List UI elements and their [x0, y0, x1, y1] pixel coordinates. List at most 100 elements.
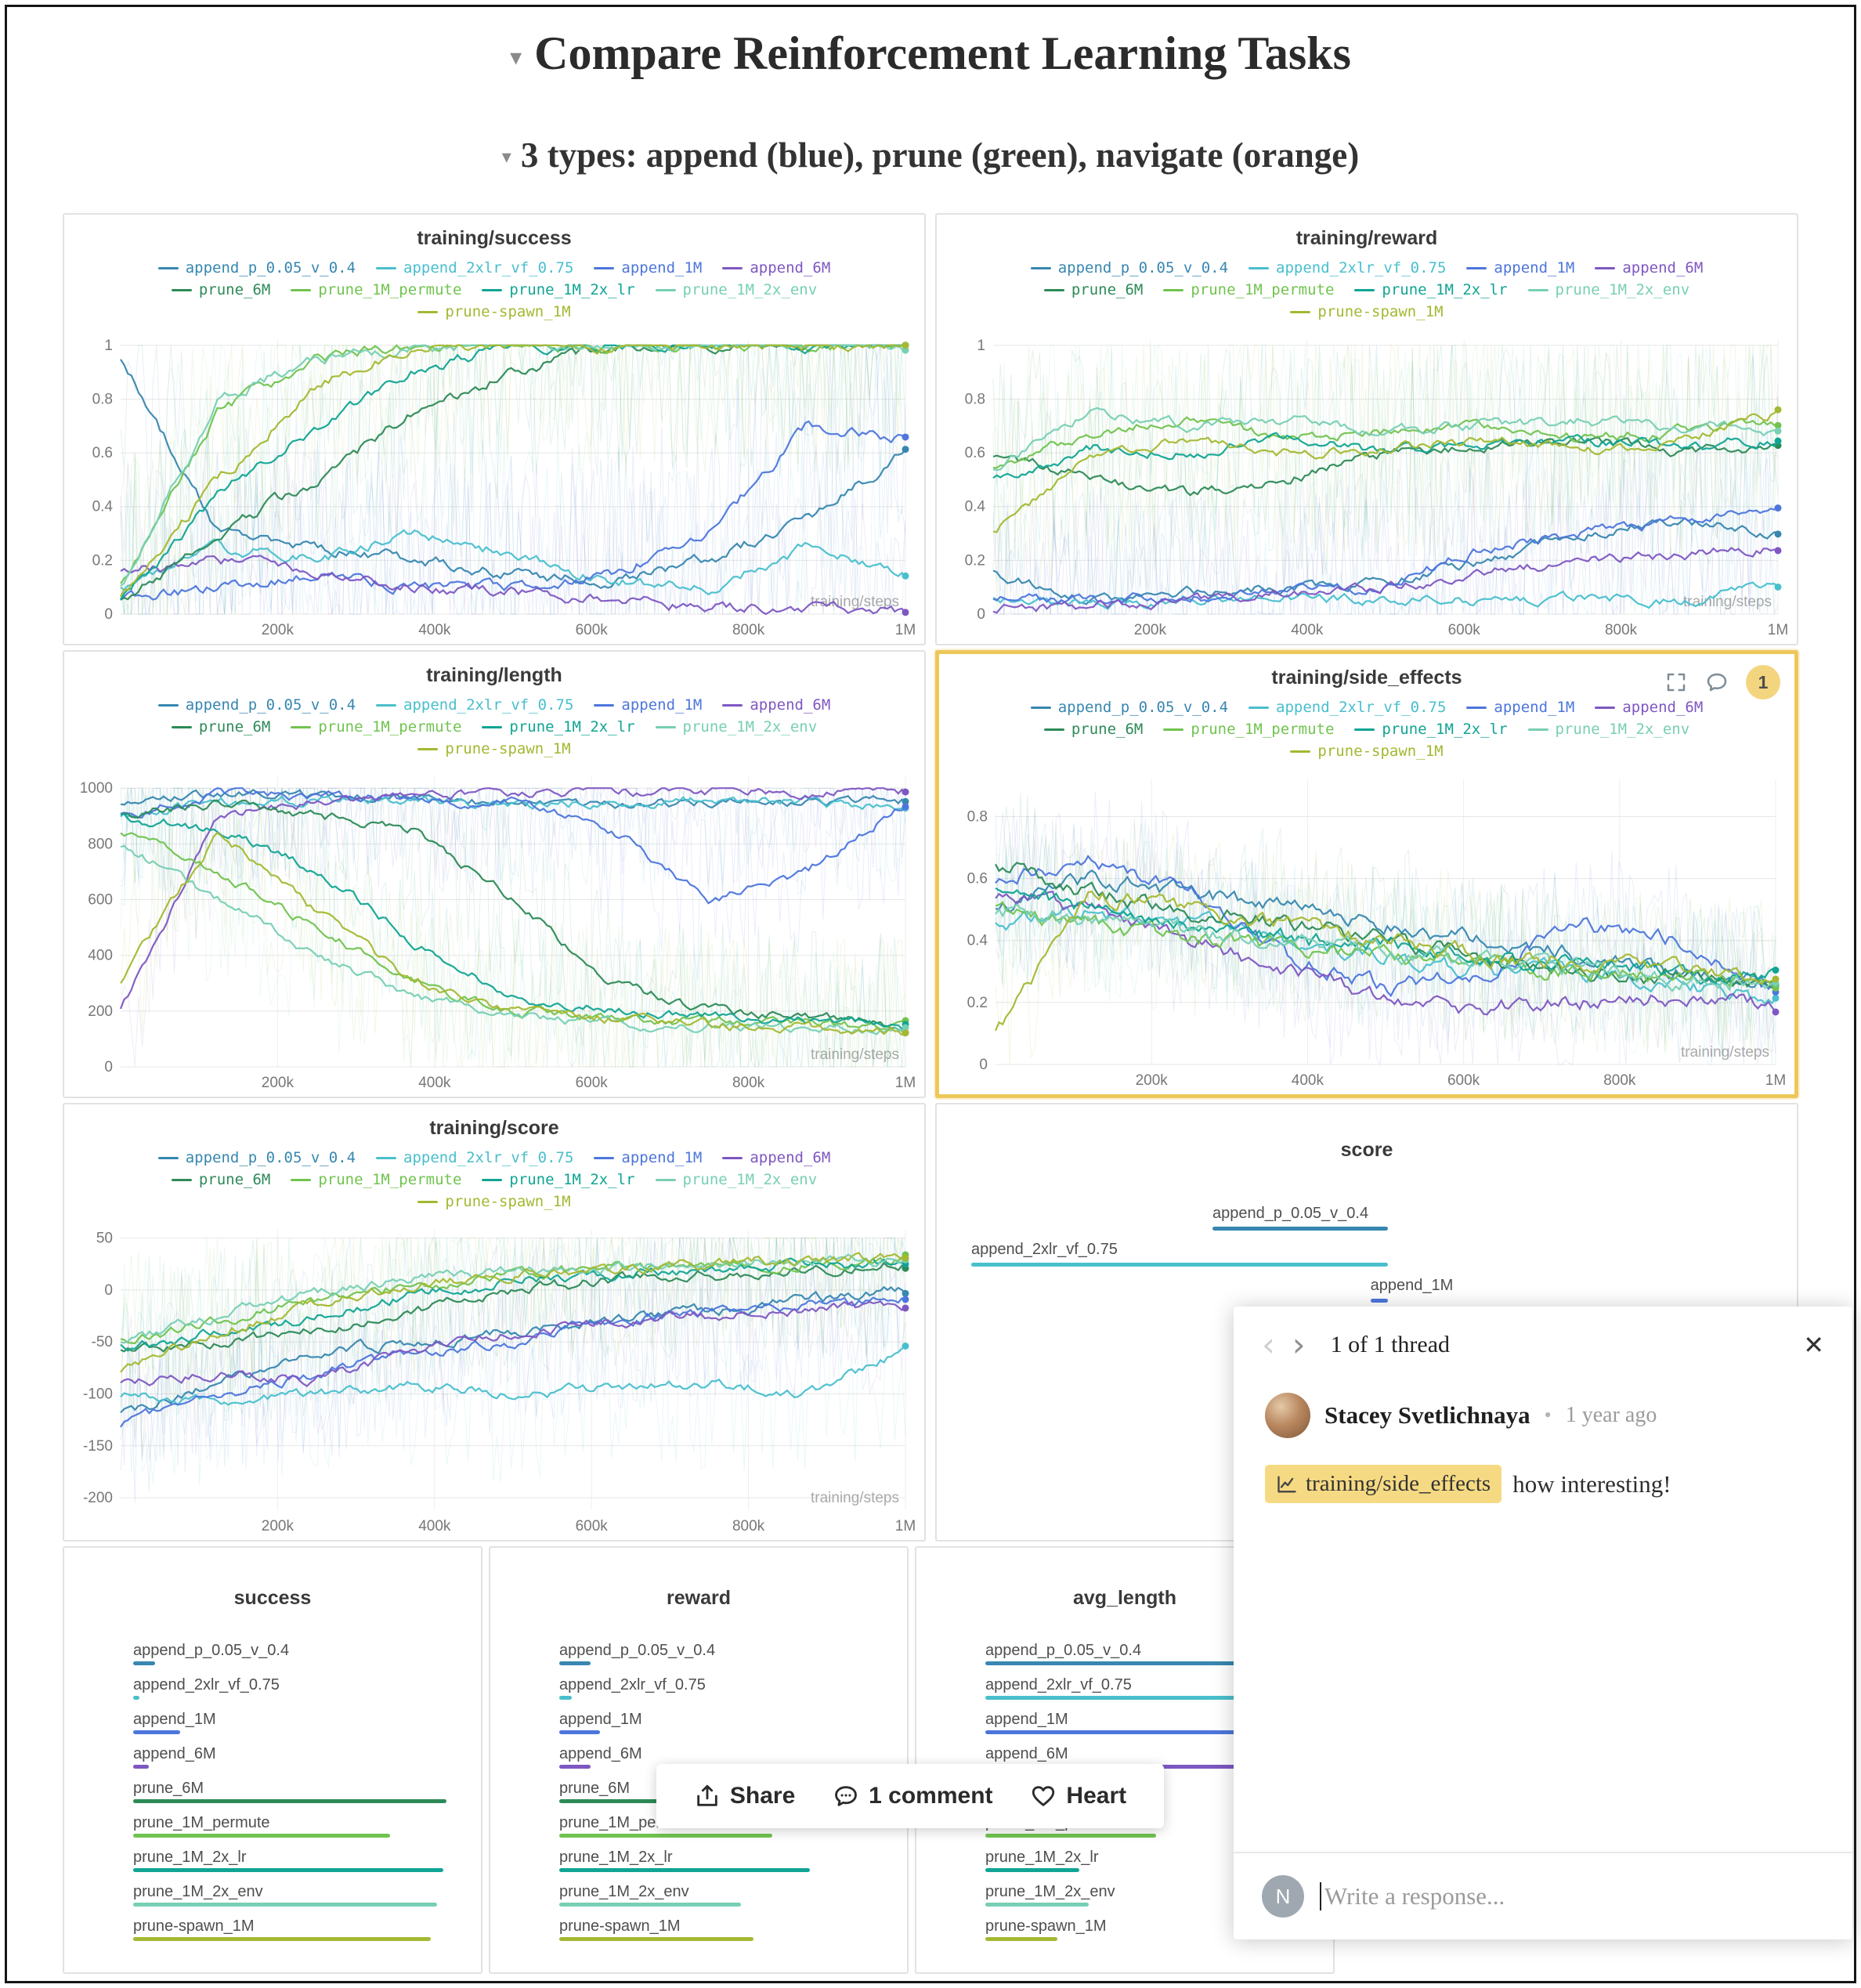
comments-button[interactable]: 1 comment: [833, 1783, 993, 1809]
legend-item[interactable]: prune_1M_permute: [291, 281, 461, 298]
legend-item[interactable]: prune_1M_2x_lr: [482, 718, 635, 736]
bar[interactable]: [985, 1661, 1298, 1665]
legend-item[interactable]: prune-spawn_1M: [417, 740, 571, 757]
panel-mention-chip[interactable]: training/side_effects: [1265, 1465, 1502, 1503]
bar[interactable]: [559, 1765, 591, 1769]
line-plot[interactable]: 200k 400k 600k 800k 1M 1 0.8 0.6 0.4 0.2 0 training…: [943, 332, 1791, 641]
comment-author[interactable]: Stacey Svetlichnaya: [1324, 1401, 1530, 1429]
bar[interactable]: [133, 1937, 431, 1941]
legend-item[interactable]: prune_1M_2x_lr: [1354, 721, 1508, 738]
legend-item[interactable]: prune_6M: [171, 281, 270, 298]
fullscreen-icon[interactable]: [1664, 670, 1688, 694]
bar[interactable]: [559, 1937, 753, 1941]
legend-item[interactable]: append_2xlr_vf_0.75: [376, 1149, 573, 1166]
collapse-caret-icon[interactable]: ▾: [501, 147, 511, 168]
legend-item[interactable]: prune_1M_permute: [291, 1171, 461, 1188]
legend-item[interactable]: append_6M: [1595, 699, 1703, 716]
legend-item[interactable]: prune_1M_2x_env: [655, 281, 817, 298]
bar[interactable]: [1212, 1227, 1388, 1231]
bar[interactable]: [133, 1696, 139, 1700]
collapse-caret-icon[interactable]: ▾: [510, 45, 522, 70]
bar[interactable]: [133, 1834, 390, 1838]
bar[interactable]: [133, 1730, 180, 1734]
bar[interactable]: [985, 1903, 1089, 1907]
legend-item[interactable]: append_p_0.05_v_0.4: [157, 696, 356, 714]
legend-item[interactable]: append_p_0.05_v_0.4: [1030, 699, 1228, 716]
close-icon[interactable]: ✕: [1803, 1330, 1824, 1360]
bar[interactable]: [559, 1799, 732, 1803]
legend-item[interactable]: append_p_0.05_v_0.4: [1030, 259, 1228, 277]
prev-thread-chevron-icon[interactable]: ‹: [1262, 1325, 1275, 1364]
heart-button[interactable]: Heart: [1030, 1783, 1126, 1809]
bar[interactable]: [133, 1868, 443, 1872]
panel-success-bars[interactable]: success append_p_0.05_v_0.4 append_2xlr_v…: [63, 1546, 482, 1974]
bar[interactable]: [559, 1661, 591, 1665]
legend-item[interactable]: append_6M: [722, 259, 830, 277]
legend-item[interactable]: prune_1M_2x_env: [1527, 721, 1689, 738]
legend-item[interactable]: append_6M: [722, 696, 830, 714]
legend-item[interactable]: append_p_0.05_v_0.4: [157, 259, 356, 277]
panel-training-score[interactable]: training/score append_p_0.05_v_0.4 append…: [63, 1103, 926, 1542]
legend-item[interactable]: prune_1M_permute: [291, 718, 461, 736]
legend-item[interactable]: append_1M: [1466, 259, 1574, 277]
line-plot[interactable]: 200k 400k 600k 800k 1M 0.8 0.6 0.4 0.2 0 training/…: [945, 772, 1788, 1091]
bar[interactable]: [985, 1937, 1057, 1941]
legend-item[interactable]: prune_1M_2x_lr: [482, 281, 635, 298]
panel-training-reward[interactable]: training/reward append_p_0.05_v_0.4 appen…: [935, 213, 1798, 645]
line-plot[interactable]: 200k 400k 600k 800k 1M 1 0.8 0.6 0.4 0.2 0 training…: [70, 332, 918, 641]
legend-item[interactable]: prune_1M_2x_lr: [482, 1171, 635, 1188]
legend-item[interactable]: prune-spawn_1M: [417, 303, 571, 320]
comment-bubble-icon[interactable]: [1705, 670, 1729, 694]
bar[interactable]: [133, 1765, 149, 1769]
legend-item[interactable]: prune_1M_2x_env: [1527, 281, 1689, 298]
bar[interactable]: [559, 1730, 600, 1734]
share-button[interactable]: Share: [694, 1783, 795, 1809]
legend-item[interactable]: prune_1M_2x_env: [655, 1171, 817, 1188]
bar[interactable]: [971, 1263, 1388, 1267]
panel-training-success[interactable]: training/success append_p_0.05_v_0.4 appe…: [63, 213, 926, 645]
bar[interactable]: [1370, 1299, 1388, 1303]
bar[interactable]: [985, 1730, 1255, 1734]
panel-reward-bars[interactable]: reward append_p_0.05_v_0.4 append_2xlr_vf…: [489, 1546, 909, 1974]
bar[interactable]: [985, 1696, 1280, 1700]
panel-training-length[interactable]: training/length append_p_0.05_v_0.4 appen…: [63, 650, 926, 1098]
line-plot[interactable]: 200k 400k 600k 800k 1M 50 0 -50 -100 -150 -200 trai…: [70, 1222, 918, 1537]
reply-input[interactable]: Write a response...: [1320, 1882, 1824, 1910]
legend-item[interactable]: append_1M: [594, 1149, 702, 1166]
legend-item[interactable]: append_6M: [1595, 259, 1703, 277]
bar[interactable]: [985, 1834, 1156, 1838]
line-plot[interactable]: 200k 400k 600k 800k 1M 1000 800 600 400 200 0 train…: [70, 769, 918, 1093]
next-thread-chevron-icon[interactable]: ›: [1292, 1325, 1306, 1364]
legend-item[interactable]: prune_1M_2x_lr: [1354, 281, 1508, 298]
legend-item[interactable]: append_2xlr_vf_0.75: [376, 259, 573, 277]
legend-item[interactable]: prune_1M_2x_env: [655, 718, 817, 736]
legend-item[interactable]: append_p_0.05_v_0.4: [157, 1149, 356, 1166]
author-avatar[interactable]: [1265, 1393, 1310, 1438]
legend-item[interactable]: prune_6M: [171, 1171, 270, 1188]
bar[interactable]: [559, 1696, 572, 1700]
legend-item[interactable]: prune-spawn_1M: [1290, 743, 1444, 760]
legend-item[interactable]: append_1M: [1466, 699, 1574, 716]
bar[interactable]: [133, 1661, 155, 1665]
bar[interactable]: [985, 1868, 1079, 1872]
legend-item[interactable]: prune_1M_permute: [1163, 281, 1334, 298]
comment-count-badge[interactable]: 1: [1746, 665, 1780, 699]
legend-item[interactable]: prune-spawn_1M: [417, 1193, 571, 1210]
legend-item[interactable]: prune_1M_permute: [1163, 721, 1334, 738]
legend-item[interactable]: prune_6M: [171, 718, 270, 736]
legend-item[interactable]: append_1M: [594, 259, 702, 277]
bar[interactable]: [133, 1903, 437, 1907]
bar[interactable]: [133, 1799, 446, 1803]
bar[interactable]: [559, 1868, 810, 1872]
legend-item[interactable]: append_6M: [722, 1149, 830, 1166]
legend-item[interactable]: prune_6M: [1043, 281, 1143, 298]
legend-item[interactable]: append_2xlr_vf_0.75: [376, 696, 573, 714]
legend-item[interactable]: prune-spawn_1M: [1290, 303, 1444, 320]
legend-item[interactable]: append_2xlr_vf_0.75: [1248, 699, 1446, 716]
legend-item[interactable]: append_1M: [594, 696, 702, 714]
bar[interactable]: [559, 1903, 741, 1907]
legend-item[interactable]: append_2xlr_vf_0.75: [1248, 259, 1446, 277]
legend-item[interactable]: prune_6M: [1043, 721, 1143, 738]
panel-training-side-effects[interactable]: 1 training/side_effects append_p_0.05_v_…: [935, 650, 1798, 1098]
bar[interactable]: [559, 1834, 772, 1838]
